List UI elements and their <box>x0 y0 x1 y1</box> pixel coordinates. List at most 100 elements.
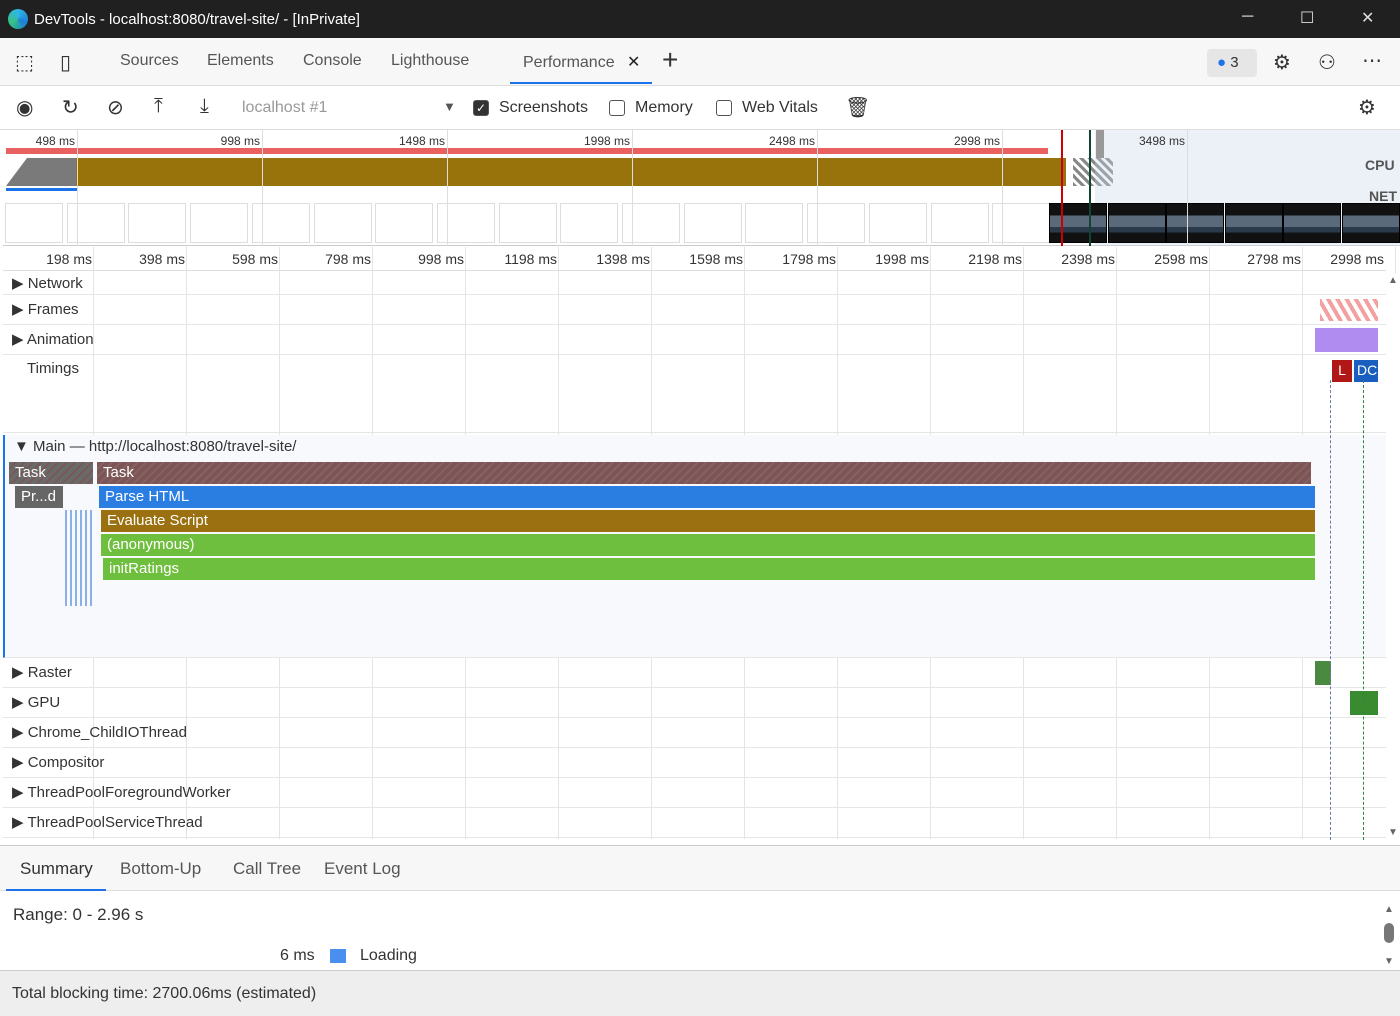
screenshot-thumbnail[interactable] <box>622 203 680 243</box>
dcl-marker[interactable]: DC <box>1354 360 1378 382</box>
overview-gridline <box>77 130 78 246</box>
download-icon[interactable]: ⤓ <box>200 95 209 117</box>
loading-swatch <box>330 949 346 963</box>
track-threadpool-foreground[interactable]: ▶ ThreadPoolForegroundWorker <box>3 778 1386 808</box>
reload-record-icon[interactable]: ↻ <box>62 97 79 119</box>
init-ratings-bar[interactable]: initRatings <box>103 558 1315 580</box>
track-main[interactable]: ▼ Main — http://localhost:8080/travel-si… <box>3 435 1386 658</box>
tab-bottom-up[interactable]: Bottom-Up <box>120 859 202 878</box>
tab-performance[interactable]: Performance ✕ <box>510 52 652 84</box>
screenshot-thumbnail[interactable] <box>1049 203 1107 243</box>
screenshot-thumbnail[interactable] <box>1283 203 1341 243</box>
screenshot-thumbnail[interactable] <box>190 203 249 243</box>
track-gpu[interactable]: ▶ GPU <box>3 688 1386 718</box>
screenshot-thumbnail[interactable] <box>251 203 310 243</box>
capture-settings-icon[interactable]: ⚙ <box>1358 97 1376 119</box>
issues-badge[interactable]: ● 3 <box>1207 49 1257 77</box>
overview-tick-label: 2498 ms <box>768 134 815 148</box>
record-icon[interactable]: ◉ <box>16 97 34 119</box>
long-task-bar <box>6 148 1048 154</box>
tab-lighthouse[interactable]: Lighthouse <box>391 52 470 69</box>
ruler-tick-label: 998 ms <box>418 251 464 267</box>
screenshot-thumbnail[interactable] <box>807 203 866 243</box>
screenshot-thumbnail[interactable] <box>930 203 989 243</box>
tab-sources[interactable]: Sources <box>120 52 179 69</box>
tab-summary[interactable]: Summary <box>6 859 106 891</box>
timeline-overview[interactable]: CPU NET 498 ms 998 ms 1498 ms 1998 ms 2498 m… <box>3 130 1400 246</box>
screenshot-thumbnail[interactable] <box>498 203 557 243</box>
raster-bar[interactable] <box>1315 661 1331 685</box>
flamechart-scrollbar[interactable]: ▲ ▼ <box>1386 273 1400 840</box>
evaluate-script-bar[interactable]: Evaluate Script <box>101 510 1315 532</box>
web-vitals-checkbox[interactable] <box>716 100 732 116</box>
frames-bar[interactable] <box>1320 299 1378 321</box>
add-tab-button[interactable]: + <box>662 44 679 75</box>
screenshot-thumbnail[interactable] <box>436 203 495 243</box>
anonymous-function-bar[interactable]: (anonymous) <box>101 534 1315 556</box>
screenshot-thumbnail[interactable] <box>1166 203 1224 243</box>
screenshots-label: Screenshots <box>499 99 588 116</box>
track-threadpool-service[interactable]: ▶ ThreadPoolServiceThread <box>3 808 1386 838</box>
overview-gridline <box>632 130 633 246</box>
track-network[interactable]: ▶ Network <box>3 271 1386 295</box>
animation-bar[interactable] <box>1315 328 1378 352</box>
screenshot-thumbnail[interactable] <box>66 203 125 243</box>
screenshot-thumbnail[interactable] <box>375 203 434 243</box>
inspect-element-icon[interactable]: ⬚ <box>15 52 34 74</box>
track-frames[interactable]: ▶ Frames <box>3 295 1386 325</box>
track-childio[interactable]: ▶ Chrome_ChildIOThread <box>3 718 1386 748</box>
target-select[interactable]: localhost #1 <box>242 99 328 116</box>
screenshot-thumbnail[interactable] <box>313 203 372 243</box>
ruler-tick-label: 1598 ms <box>689 251 743 267</box>
minimize-button[interactable]: ─ <box>1242 8 1254 25</box>
tab-call-tree[interactable]: Call Tree <box>233 859 302 878</box>
close-tab-icon[interactable]: ✕ <box>627 54 641 71</box>
gpu-bar[interactable] <box>1350 691 1378 715</box>
upload-icon[interactable]: ⤒ <box>154 95 163 117</box>
track-timings[interactable]: Timings L DC <box>3 355 1386 433</box>
tab-console[interactable]: Console <box>303 52 362 69</box>
screenshot-thumbnail[interactable] <box>5 203 63 243</box>
screenshot-thumbnail[interactable] <box>683 203 742 243</box>
screenshot-thumbnail[interactable] <box>745 203 804 243</box>
screenshot-thumbnail[interactable] <box>1341 203 1400 243</box>
tab-event-log[interactable]: Event Log <box>324 859 401 878</box>
track-compositor[interactable]: ▶ Compositor <box>3 748 1386 778</box>
parse-html-bar[interactable]: Parse HTML <box>99 486 1315 508</box>
dcl-event-line <box>1363 380 1364 840</box>
ruler-tick-label: 398 ms <box>139 251 185 267</box>
memory-checkbox[interactable] <box>609 100 625 116</box>
more-options-icon[interactable]: ⋯ <box>1362 50 1382 72</box>
maximize-button[interactable]: ☐ <box>1300 10 1315 27</box>
screenshot-thumbnail[interactable] <box>560 203 619 243</box>
track-label: ▶ Network <box>12 275 83 292</box>
track-raster[interactable]: ▶ Raster <box>3 658 1386 688</box>
clear-icon[interactable]: ⊘ <box>107 97 124 119</box>
selection-start-marker[interactable] <box>1061 130 1063 246</box>
device-toolbar-icon[interactable]: ▯ <box>60 52 72 74</box>
screenshot-thumbnail[interactable] <box>868 203 927 243</box>
load-marker[interactable]: L <box>1332 360 1352 382</box>
selection-handle[interactable] <box>1096 130 1104 158</box>
selection-end-marker[interactable] <box>1089 130 1091 246</box>
screenshot-thumbnail[interactable] <box>1107 203 1166 243</box>
screenshot-thumbnail[interactable] <box>992 203 1051 243</box>
screenshot-thumbnail[interactable] <box>1224 203 1283 243</box>
customize-icon[interactable]: ⚇ <box>1318 52 1336 74</box>
chevron-down-icon[interactable]: ▼ <box>443 99 456 114</box>
summary-scrollbar[interactable]: ▲ ▼ <box>1384 904 1394 967</box>
ruler-tick-label: 1998 ms <box>875 251 929 267</box>
overview-gridline <box>447 130 448 246</box>
trash-icon[interactable]: 🗑 <box>845 97 871 119</box>
tab-elements[interactable]: Elements <box>207 52 274 69</box>
screenshots-checkbox[interactable]: ✓ <box>473 100 489 116</box>
issues-count: 3 <box>1230 54 1239 71</box>
parse-stylesheet-bar[interactable]: Pr...d <box>15 486 63 508</box>
track-animation[interactable]: ▶ Animation <box>3 325 1386 355</box>
screenshot-thumbnail[interactable] <box>128 203 187 243</box>
close-window-button[interactable]: ✕ <box>1361 10 1375 27</box>
task-bar[interactable]: Task <box>97 462 1311 484</box>
task-bar[interactable]: Task <box>9 462 93 484</box>
settings-gear-icon[interactable]: ⚙ <box>1273 52 1291 74</box>
ruler-tick-label: 2598 ms <box>1154 251 1208 267</box>
